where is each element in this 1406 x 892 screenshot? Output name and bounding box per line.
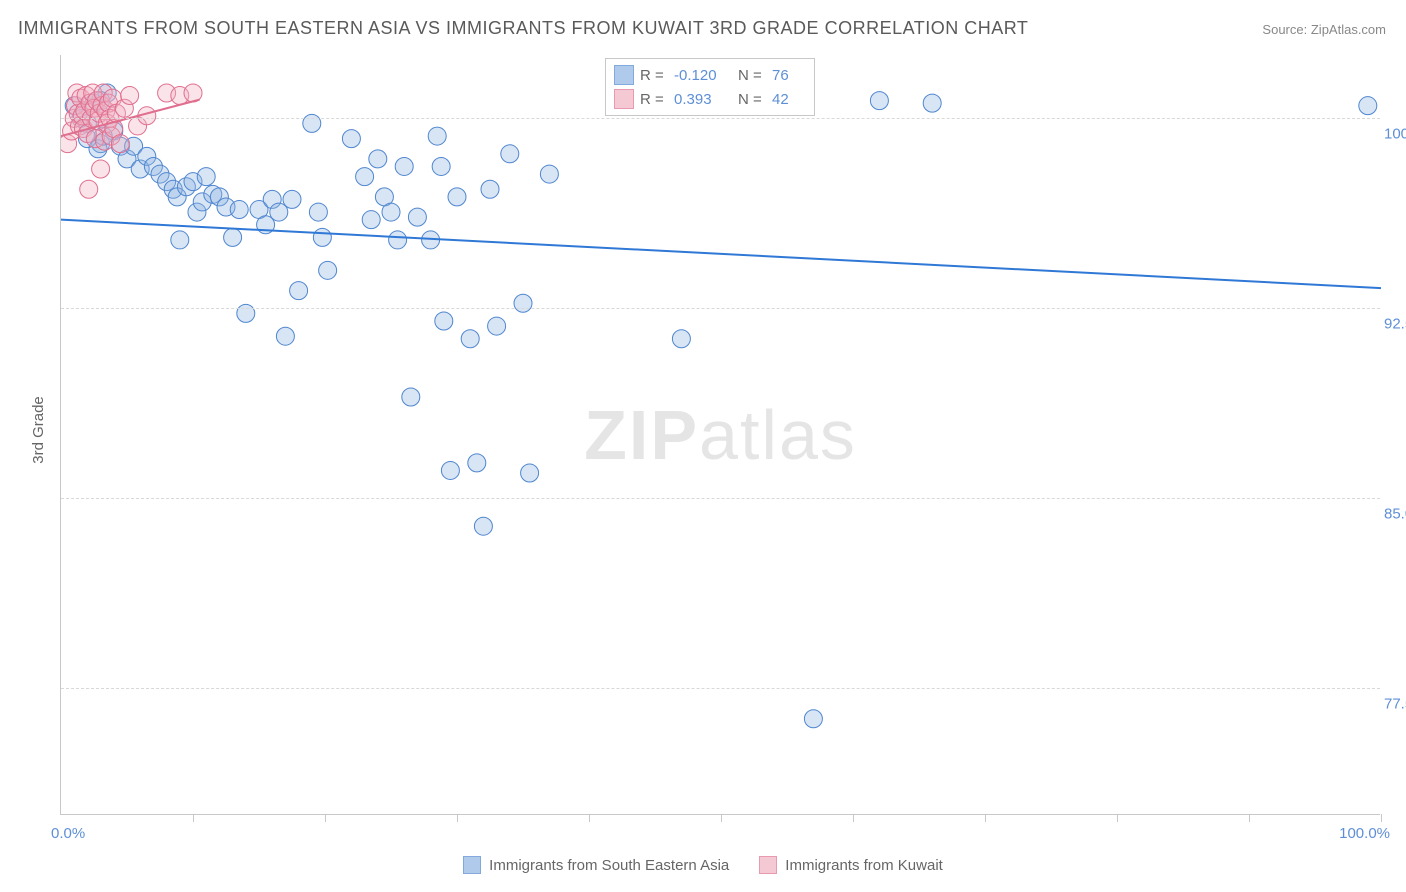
data-point: [402, 388, 420, 406]
legend-r-label: R =: [640, 67, 668, 84]
series-label: Immigrants from Kuwait: [785, 857, 943, 874]
data-point: [488, 317, 506, 335]
data-point: [80, 180, 98, 198]
data-point: [870, 92, 888, 110]
data-point: [540, 165, 558, 183]
data-point: [1359, 97, 1377, 115]
gridline-h: [61, 498, 1380, 499]
legend-r-value: 0.393: [674, 91, 732, 108]
gridline-h: [61, 118, 1380, 119]
y-axis-title: 3rd Grade: [30, 396, 47, 464]
legend-swatch: [614, 89, 634, 109]
data-point: [448, 188, 466, 206]
x-tick: [193, 814, 194, 822]
data-point: [276, 327, 294, 345]
data-point: [468, 454, 486, 472]
data-point: [197, 168, 215, 186]
data-point: [319, 261, 337, 279]
data-point: [237, 304, 255, 322]
legend-r-value: -0.120: [674, 67, 732, 84]
x-tick: [457, 814, 458, 822]
data-point: [382, 203, 400, 221]
data-point: [92, 160, 110, 178]
data-point: [514, 294, 532, 312]
data-point: [395, 157, 413, 175]
x-tick: [589, 814, 590, 822]
trend-line: [61, 220, 1381, 288]
data-point: [356, 168, 374, 186]
x-axis-max-label: 100.0%: [1339, 825, 1390, 842]
data-point: [290, 282, 308, 300]
data-point: [313, 228, 331, 246]
scatter-svg: [61, 55, 1381, 815]
source-link[interactable]: ZipAtlas.com: [1311, 22, 1386, 37]
data-point: [432, 157, 450, 175]
x-tick: [721, 814, 722, 822]
x-axis-min-label: 0.0%: [51, 825, 85, 842]
data-point: [303, 114, 321, 132]
legend-row: R = -0.120 N = 76: [614, 63, 802, 87]
data-point: [121, 87, 139, 105]
legend-n-value: 42: [772, 91, 802, 108]
x-tick: [1249, 814, 1250, 822]
data-point: [230, 201, 248, 219]
y-tick-label: 85.0%: [1384, 506, 1406, 523]
data-point: [362, 211, 380, 229]
y-tick-label: 77.5%: [1384, 696, 1406, 713]
source-attribution: Source: ZipAtlas.com: [1262, 22, 1386, 37]
data-point: [171, 231, 189, 249]
data-point: [283, 190, 301, 208]
data-point: [435, 312, 453, 330]
x-tick: [1117, 814, 1118, 822]
data-point: [672, 330, 690, 348]
legend-n-label: N =: [738, 91, 766, 108]
y-tick-label: 92.5%: [1384, 316, 1406, 333]
x-tick: [1381, 814, 1382, 822]
series-legend: Immigrants from South Eastern Asia Immigr…: [0, 856, 1406, 874]
data-point: [309, 203, 327, 221]
chart-title: IMMIGRANTS FROM SOUTH EASTERN ASIA VS IM…: [18, 18, 1028, 39]
data-point: [389, 231, 407, 249]
x-tick: [853, 814, 854, 822]
correlation-legend: R = -0.120 N = 76 R = 0.393 N = 42: [605, 58, 815, 116]
data-point: [461, 330, 479, 348]
data-point: [342, 130, 360, 148]
legend-r-label: R =: [640, 91, 668, 108]
gridline-h: [61, 688, 1380, 689]
data-point: [481, 180, 499, 198]
legend-swatch: [614, 65, 634, 85]
x-tick: [325, 814, 326, 822]
data-point: [408, 208, 426, 226]
data-point: [474, 517, 492, 535]
gridline-h: [61, 308, 1380, 309]
data-point: [521, 464, 539, 482]
legend-row: R = 0.393 N = 42: [614, 87, 802, 111]
source-label: Source:: [1262, 22, 1307, 37]
legend-swatch: [463, 856, 481, 874]
legend-swatch: [759, 856, 777, 874]
data-point: [224, 228, 242, 246]
x-tick: [985, 814, 986, 822]
series-legend-item: Immigrants from South Eastern Asia: [463, 856, 729, 874]
legend-n-label: N =: [738, 67, 766, 84]
data-point: [111, 135, 129, 153]
data-point: [369, 150, 387, 168]
series-label: Immigrants from South Eastern Asia: [489, 857, 729, 874]
y-tick-label: 100.0%: [1384, 126, 1406, 143]
data-point: [804, 710, 822, 728]
data-point: [428, 127, 446, 145]
data-point: [501, 145, 519, 163]
data-point: [441, 461, 459, 479]
plot-area: ZIPatlas 0.0% 100.0% 100.0%92.5%85.0%77.…: [60, 55, 1380, 815]
series-legend-item: Immigrants from Kuwait: [759, 856, 943, 874]
legend-n-value: 76: [772, 67, 802, 84]
data-point: [923, 94, 941, 112]
